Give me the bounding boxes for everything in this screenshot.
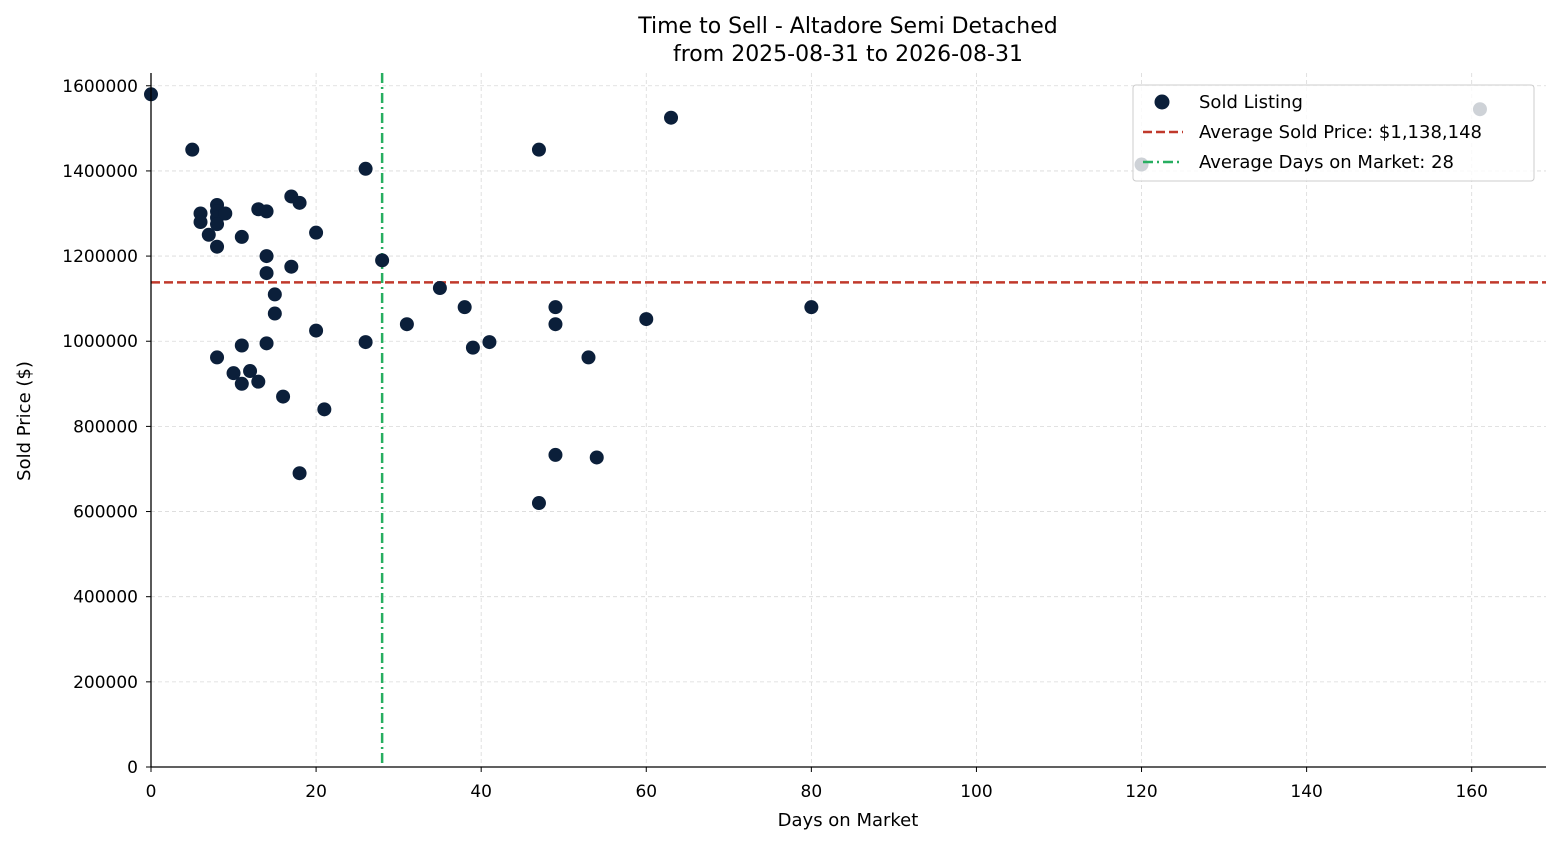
- data-point: [259, 266, 274, 281]
- data-point: [375, 253, 390, 268]
- chart-title: Time to Sell - Altadore Semi Detached: [637, 14, 1058, 39]
- x-tick-label: 20: [305, 782, 327, 802]
- tick-labels: 0 20 40 60 80 100 120 140 160 0 200000 400000 600000…: [62, 77, 1488, 802]
- y-tick-label: 600000: [73, 503, 138, 523]
- data-point: [317, 402, 332, 417]
- data-point: [292, 466, 307, 481]
- data-point: [639, 312, 654, 327]
- x-axis-label: Days on Market: [778, 810, 919, 831]
- data-point: [193, 215, 208, 230]
- y-tick-label: 200000: [73, 673, 138, 693]
- y-tick-label: 800000: [73, 417, 138, 437]
- data-point: [309, 323, 324, 338]
- data-point: [432, 281, 447, 296]
- data-point: [226, 366, 241, 381]
- legend-marker-sold-listing: [1154, 94, 1170, 110]
- data-point: [531, 496, 546, 511]
- y-tick-label: 1200000: [62, 247, 138, 267]
- data-point: [234, 376, 249, 391]
- data-point: [267, 306, 282, 321]
- data-point: [531, 142, 546, 157]
- data-point: [210, 350, 225, 365]
- data-point: [548, 300, 563, 315]
- x-tick-label: 40: [470, 782, 492, 802]
- legend: Sold Listing Average Sold Price: $1,138,…: [1132, 84, 1535, 182]
- x-tick-label: 120: [1125, 782, 1157, 802]
- legend-label-sold-listing: Sold Listing: [1199, 92, 1303, 113]
- data-point: [284, 259, 299, 274]
- data-point: [267, 287, 282, 302]
- reference-lines: [151, 73, 1546, 767]
- data-point: [465, 340, 480, 355]
- legend-label-avg-price: Average Sold Price: $1,138,148: [1199, 122, 1482, 143]
- x-tick-label: 100: [960, 782, 992, 802]
- data-point: [548, 317, 563, 332]
- data-point: [804, 300, 819, 315]
- data-point: [581, 350, 596, 365]
- x-tick-label: 160: [1455, 782, 1487, 802]
- legend-box: [1132, 84, 1535, 182]
- data-point: [589, 450, 604, 465]
- data-point: [218, 206, 233, 221]
- data-point: [358, 335, 373, 350]
- y-tick-label: 1000000: [62, 332, 138, 352]
- y-axis-label: Sold Price ($): [14, 361, 35, 481]
- chart-subtitle: from 2025-08-31 to 2026-08-31: [673, 42, 1023, 67]
- data-point: [234, 229, 249, 244]
- data-points: [144, 87, 1487, 511]
- data-point: [358, 161, 373, 176]
- y-tick-label: 1600000: [62, 77, 138, 97]
- data-point: [185, 142, 200, 157]
- data-point: [259, 204, 274, 219]
- x-tick-label: 0: [146, 782, 157, 802]
- x-tick-label: 140: [1290, 782, 1322, 802]
- data-point: [482, 335, 497, 350]
- data-point: [399, 317, 414, 332]
- data-point: [210, 217, 225, 232]
- axes: [146, 73, 1546, 772]
- x-tick-label: 60: [635, 782, 657, 802]
- legend-label-avg-days: Average Days on Market: 28: [1199, 152, 1454, 173]
- x-tick-label: 80: [801, 782, 823, 802]
- data-point: [292, 195, 307, 210]
- data-point: [259, 336, 274, 351]
- data-point: [210, 239, 225, 254]
- data-point: [664, 110, 679, 125]
- y-tick-label: 1400000: [62, 162, 138, 182]
- data-point: [259, 249, 274, 264]
- data-point: [201, 227, 216, 242]
- data-point: [548, 447, 563, 462]
- data-point: [234, 338, 249, 353]
- data-point: [309, 225, 324, 240]
- y-tick-label: 400000: [73, 588, 138, 608]
- data-point: [276, 389, 291, 404]
- y-tick-label: 0: [127, 758, 138, 778]
- data-point: [243, 364, 258, 379]
- data-point: [251, 374, 266, 389]
- data-point: [457, 300, 472, 315]
